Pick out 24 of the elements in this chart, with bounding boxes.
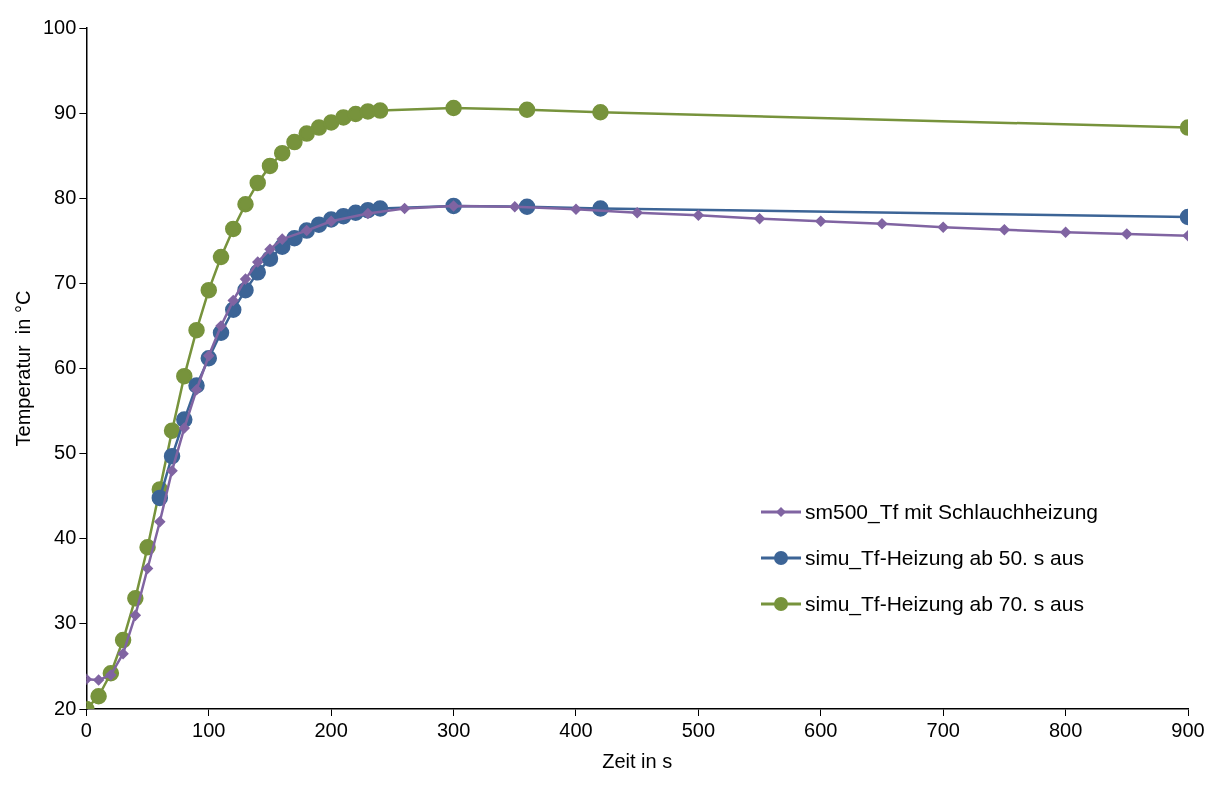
- x-tick-label: 100: [192, 718, 226, 741]
- y-tick-label: 80: [54, 185, 77, 208]
- x-tick-label: 200: [314, 718, 348, 741]
- x-axis-title: Zeit in s: [602, 749, 673, 772]
- y-tick-label: 30: [54, 611, 77, 634]
- y-tick-label: 100: [42, 15, 77, 38]
- y-tick-label: 60: [54, 356, 77, 379]
- x-tick-label: 0: [80, 718, 92, 741]
- y-tick-label: 40: [54, 526, 77, 549]
- y-axis-title: Temperatur in °C: [11, 290, 34, 447]
- legend-label: simu_Tf-Heizung ab 70. s aus: [805, 592, 1084, 616]
- y-tick-label: 70: [54, 270, 77, 293]
- x-tick-label: 400: [559, 718, 593, 741]
- x-tick-label: 600: [804, 718, 838, 741]
- legend-label: simu_Tf-Heizung ab 50. s aus: [805, 546, 1084, 570]
- x-tick-label: 800: [1048, 718, 1083, 741]
- x-tick-label: 900: [1171, 718, 1205, 741]
- y-tick-label: 20: [54, 696, 77, 719]
- y-tick-label: 90: [54, 100, 77, 123]
- legend-label: sm500_Tf mit Schlauchheizung: [805, 500, 1098, 524]
- x-tick-label: 500: [681, 718, 716, 741]
- y-tick-label: 50: [54, 441, 77, 464]
- x-tick-label: 700: [926, 718, 960, 741]
- x-tick-label: 300: [436, 718, 471, 741]
